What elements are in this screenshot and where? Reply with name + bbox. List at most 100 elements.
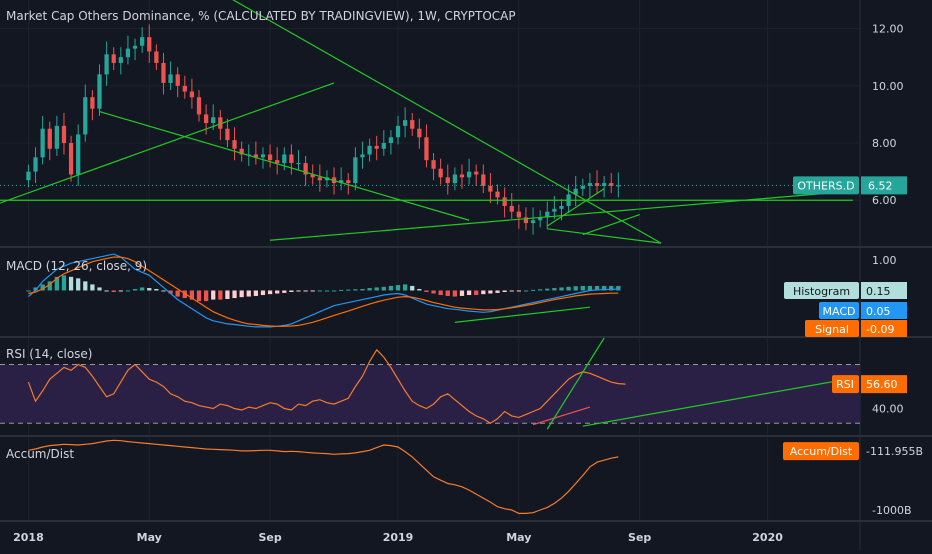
rsi-tick-label: 40.00 [872, 403, 904, 416]
macd-histogram-bar [374, 287, 379, 291]
candle-body [54, 125, 59, 149]
macd-histogram-bar [481, 290, 486, 295]
candle-body [410, 120, 415, 129]
macd-line [28, 253, 619, 328]
candle-body [474, 171, 479, 175]
macd-histogram-bar [367, 288, 372, 291]
candle-body [90, 97, 95, 109]
candle-body [218, 117, 223, 129]
macd-histogram-bar [594, 285, 600, 291]
macd-histogram-bar [118, 290, 123, 292]
candle-body [118, 57, 123, 63]
macd-histogram-bar [381, 286, 386, 291]
macd-histogram-bar [168, 290, 173, 294]
macd-histogram-bar [530, 289, 536, 291]
macd-histogram-bar [246, 290, 251, 297]
macd-value-bg [861, 320, 907, 337]
trendline [99, 110, 470, 221]
macd-histogram-bar [566, 286, 571, 291]
candle-body [154, 51, 159, 63]
candle-body [381, 143, 386, 149]
macd-histogram-bar [125, 290, 131, 292]
candle-body [573, 188, 578, 195]
candle-body [445, 177, 450, 184]
candle-body [516, 211, 521, 218]
macd-title: MACD (12, 26, close, 9) [6, 259, 147, 273]
macd-histogram-bar [388, 285, 394, 291]
macd-histogram-bar [83, 281, 88, 291]
macd-histogram-bar [275, 290, 280, 294]
candle-body [530, 220, 536, 224]
candle-body [395, 125, 401, 138]
macd-value-label: 0.15 [866, 285, 891, 298]
macd-histogram-bar [196, 290, 202, 302]
time-tick-label: Sep [258, 531, 281, 544]
candle-body [76, 134, 81, 175]
price-tick-label: 12.00 [872, 23, 904, 36]
rsi-line [27, 348, 626, 424]
candle-body [267, 154, 273, 161]
macd-histogram-bar [26, 290, 31, 292]
macd-histogram-bar [346, 289, 351, 291]
candle-body [466, 171, 472, 178]
candle-body [360, 154, 365, 158]
candle-body [317, 177, 322, 181]
candle-body [367, 145, 372, 155]
candle-body [339, 180, 344, 184]
macd-histogram-bar [516, 290, 521, 292]
macd-histogram-bar [140, 287, 145, 291]
candle-body [239, 148, 244, 155]
accum-title: Accum/Dist [6, 447, 74, 461]
macd-histogram-bar [353, 289, 358, 291]
macd-histogram-bar [33, 287, 38, 291]
macd-value-label: 0.05 [866, 305, 891, 318]
time-tick-label: Sep [628, 531, 651, 544]
candle-body [175, 74, 180, 86]
candle-body [253, 154, 258, 158]
rsi-tag-label: RSI [836, 378, 854, 391]
macd-histogram-bar [552, 288, 557, 291]
macd-histogram-bar [602, 285, 607, 291]
candle-body [47, 128, 52, 149]
trendline [0, 82, 335, 204]
candle-body [296, 163, 301, 165]
macd-histogram-bar [317, 290, 322, 292]
candle-body [502, 197, 507, 206]
candle-body [374, 145, 379, 149]
rsi-band [0, 364, 860, 424]
candle-body [125, 48, 131, 58]
macd-histogram-bar [289, 290, 294, 292]
macd-histogram-bar [253, 290, 258, 296]
macd-histogram-bar [97, 287, 102, 291]
candle-body [168, 74, 173, 83]
candle-body [40, 128, 45, 158]
macd-histogram-bar [424, 290, 429, 292]
macd-histogram-bar [331, 290, 337, 292]
macd-histogram-bar [431, 290, 436, 294]
candle-body [538, 217, 543, 221]
macd-histogram-bar [267, 290, 273, 295]
rsi-title: RSI (14, close) [6, 347, 92, 361]
candle-body [488, 185, 493, 192]
macd-histogram-bar [282, 290, 287, 293]
candle-body [509, 205, 514, 212]
trendline [582, 213, 640, 236]
candle-body [402, 120, 408, 126]
price-tag-bg [861, 176, 907, 195]
macd-histogram-bar [452, 290, 458, 297]
candle-body [587, 183, 593, 186]
trendline [546, 188, 605, 227]
macd-histogram-bar [559, 287, 564, 291]
macd-histogram-bar [76, 278, 81, 291]
macd-histogram-bar [502, 290, 507, 292]
time-tick-label: 2018 [13, 531, 44, 544]
candle-body [140, 37, 145, 46]
macd-histogram-bar [68, 276, 74, 291]
candle-body [552, 208, 557, 212]
price-tick-label: 10.00 [872, 80, 904, 93]
macd-histogram-bar [616, 285, 621, 291]
macd-histogram-bar [203, 290, 209, 302]
macd-histogram-bar [339, 289, 344, 291]
candle-body [282, 154, 287, 164]
